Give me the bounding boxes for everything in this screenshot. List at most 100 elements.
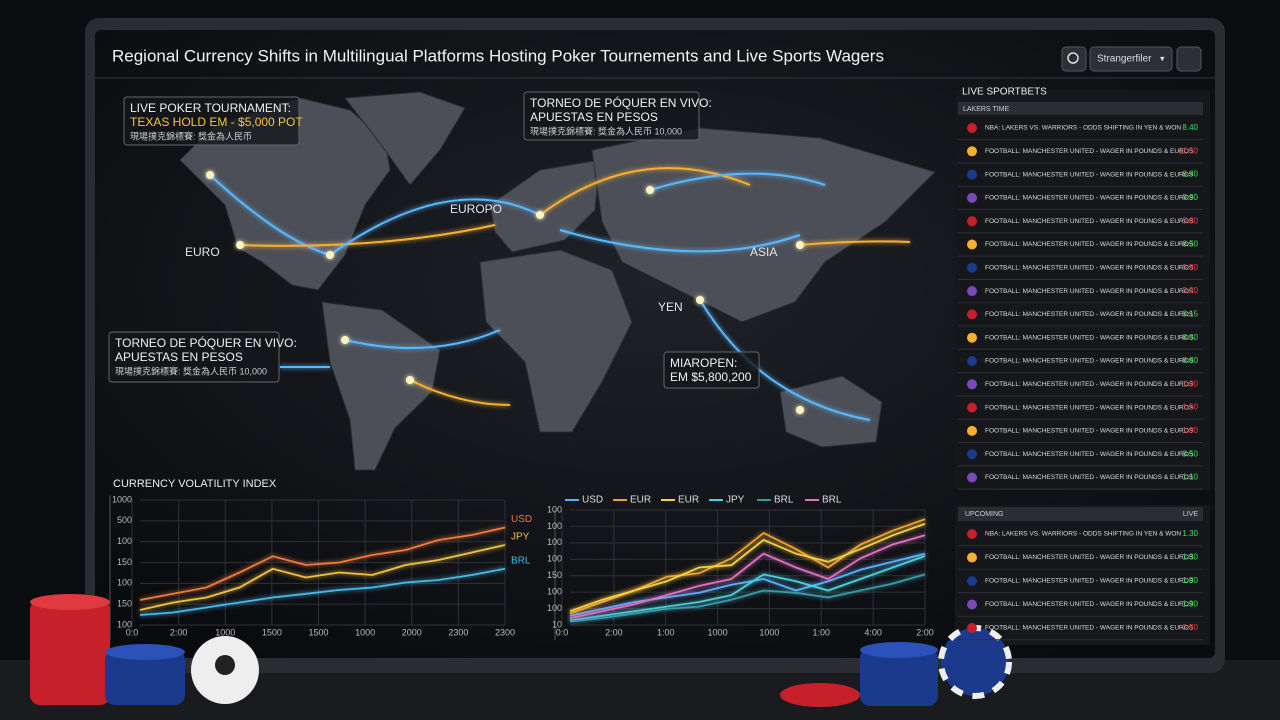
chip-top xyxy=(105,644,185,660)
title: Regional Currency Shifts in Multilingual… xyxy=(112,46,884,65)
chip-top xyxy=(860,642,938,658)
series-line xyxy=(569,555,926,622)
row-odds: 1.90 xyxy=(1182,576,1198,585)
route xyxy=(329,198,541,256)
series-line xyxy=(569,552,926,617)
x-tick-label: 1000 xyxy=(215,627,235,637)
hotspot xyxy=(536,211,544,219)
legend-label: USD xyxy=(582,495,603,506)
series-line xyxy=(139,544,506,611)
x-tick-label: 2:00 xyxy=(170,627,188,637)
region-label: ASIA xyxy=(750,245,777,259)
x-tick-label: 2300 xyxy=(495,627,515,637)
y-tick-label: 150 xyxy=(547,570,562,580)
dropdown[interactable] xyxy=(1089,46,1173,72)
callout-text: TEXAS HOLD EM - $5,000 POT xyxy=(130,115,303,129)
row-text: FOOTBALL: MANCHESTER UNITED - WAGER IN P… xyxy=(985,625,1194,632)
soccer-ball-patch xyxy=(215,655,235,675)
sidebar-header xyxy=(958,102,1203,115)
row-odds: 8.80 xyxy=(1182,356,1198,365)
route xyxy=(799,240,911,246)
row-odds: 8.40 xyxy=(1182,123,1198,132)
row-text: FOOTBALL: MANCHESTER UNITED - WAGER IN P… xyxy=(985,288,1194,295)
legend-label: BRL xyxy=(822,495,842,506)
world-map xyxy=(179,91,936,471)
callout-box xyxy=(663,351,760,389)
callout-text: 現場撲克錦標賽: 獎金為人民币 xyxy=(130,130,252,141)
hotspot xyxy=(206,171,214,179)
team-icon xyxy=(967,262,977,273)
row-odds: 8.50 xyxy=(1182,240,1198,249)
row-odds: 9.50 xyxy=(1182,449,1198,458)
south-america xyxy=(321,301,441,471)
callout-text: APUESTAS EN PESOS xyxy=(530,110,658,124)
team-icon xyxy=(967,309,977,320)
team-icon xyxy=(967,552,977,563)
x-tick-label: 1:00 xyxy=(813,627,831,637)
hotspot xyxy=(341,336,349,344)
sidebar-title: LIVE SPORTBETS xyxy=(962,87,1047,98)
series-line xyxy=(139,567,506,616)
row-odds: 0.20 xyxy=(1182,286,1198,295)
team-icon xyxy=(967,449,977,460)
x-tick-label: 2:00 xyxy=(916,627,934,637)
row-text: FOOTBALL: MANCHESTER UNITED - WAGER IN P… xyxy=(985,601,1194,608)
chip-standing xyxy=(938,625,1012,699)
poker-chips xyxy=(30,594,1012,707)
row-odds: 8.30 xyxy=(1182,170,1198,179)
row-text: FOOTBALL: MANCHESTER UNITED - WAGER IN P… xyxy=(985,265,1194,272)
callout-text: EM $5,800,200 xyxy=(670,370,752,384)
dropdown-label: Strangerfiler xyxy=(1097,54,1152,65)
row-text: FOOTBALL: MANCHESTER UNITED - WAGER IN P… xyxy=(985,381,1194,388)
y-tick-label: 150 xyxy=(117,557,132,567)
team-icon xyxy=(967,356,977,366)
sidebar-panel xyxy=(955,90,1210,490)
series-line xyxy=(139,526,506,601)
team-icon xyxy=(967,379,977,390)
team-icon xyxy=(967,216,977,227)
chip-stack xyxy=(105,650,185,705)
series-label: JPY xyxy=(511,532,530,543)
row-odds: 1.90 xyxy=(1182,426,1198,435)
x-tick-label: 0:0 xyxy=(556,627,569,637)
route xyxy=(209,174,331,256)
africa xyxy=(479,249,633,433)
route xyxy=(559,229,801,253)
team-icon xyxy=(967,123,977,133)
callout-box xyxy=(523,91,700,141)
hotspot xyxy=(406,376,414,384)
menu-button[interactable] xyxy=(1176,46,1202,72)
legend-label: JPY xyxy=(726,495,745,506)
hotspot xyxy=(326,251,334,259)
row-text: FOOTBALL: MANCHESTER UNITED - WAGER IN P… xyxy=(985,148,1194,155)
row-text: FOOTBALL: MANCHESTER UNITED - WAGER IN P… xyxy=(985,404,1194,411)
route xyxy=(649,172,826,191)
team-icon xyxy=(967,425,977,436)
row-text: FOOTBALL: MANCHESTER UNITED - WAGER IN P… xyxy=(985,428,1194,435)
row-text: FOOTBALL: MANCHESTER UNITED - WAGER IN P… xyxy=(985,311,1194,318)
legend-label: EUR xyxy=(630,495,651,506)
y-tick-label: 100 xyxy=(547,587,562,597)
callout-text: LIVE POKER TOURNAMENT: xyxy=(130,101,291,115)
sidebar-panel-2 xyxy=(955,505,1210,645)
row-odds: 9.30 xyxy=(1182,263,1198,272)
callout-text: TORNEO DE PÓQUER EN VIVO: xyxy=(530,95,712,110)
hotspot xyxy=(646,186,654,194)
chip-stack xyxy=(30,600,110,705)
row-text: FOOTBALL: MANCHESTER UNITED - WAGER IN P… xyxy=(985,334,1194,341)
row-text: FOOTBALL: MANCHESTER UNITED - WAGER IN P… xyxy=(985,241,1194,248)
region-label: YEN xyxy=(658,300,683,314)
search-icon xyxy=(1067,52,1079,64)
series-line xyxy=(569,522,926,613)
callout-text: APUESTAS EN PESOS xyxy=(115,350,243,364)
route xyxy=(699,299,871,421)
hotspot xyxy=(796,406,804,414)
legend-label: EUR xyxy=(678,495,699,506)
x-tick-label: 1000 xyxy=(708,627,728,637)
search-button[interactable] xyxy=(1061,46,1087,72)
route xyxy=(344,329,501,349)
x-tick-label: 1500 xyxy=(308,627,328,637)
y-tick-label: 100 xyxy=(547,554,562,564)
y-tick-label: 10 xyxy=(552,619,562,629)
